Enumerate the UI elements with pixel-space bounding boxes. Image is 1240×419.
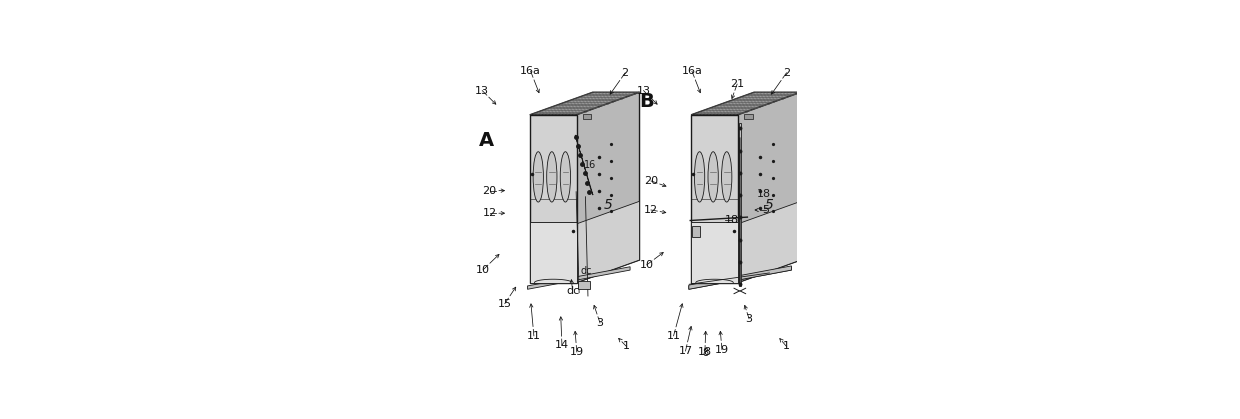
Polygon shape [738,92,801,282]
Text: 16a: 16a [682,66,702,76]
Polygon shape [688,266,791,289]
Text: 18: 18 [756,189,771,199]
Ellipse shape [722,152,732,202]
Polygon shape [577,92,640,282]
Text: dc: dc [565,286,579,296]
Text: 16a: 16a [521,66,541,76]
Text: 5: 5 [763,205,770,215]
Ellipse shape [533,152,543,202]
Polygon shape [744,114,753,119]
Polygon shape [577,201,640,282]
Text: 12: 12 [644,205,658,215]
Text: 21: 21 [730,79,744,89]
Polygon shape [738,201,801,282]
Text: 12: 12 [482,208,497,218]
Text: 1: 1 [782,341,790,352]
Text: 19: 19 [715,345,729,354]
Polygon shape [575,135,593,195]
Text: 20: 20 [482,186,497,196]
Text: 5: 5 [604,198,613,212]
Ellipse shape [547,152,557,202]
Polygon shape [691,115,738,282]
Ellipse shape [694,152,704,202]
Text: 16: 16 [584,160,596,170]
Polygon shape [691,222,738,282]
Text: 2: 2 [621,68,629,78]
Text: 8: 8 [703,348,709,358]
Text: 14: 14 [554,341,569,350]
Ellipse shape [708,152,718,202]
Text: 19: 19 [569,347,584,357]
Text: 13: 13 [475,85,490,96]
Polygon shape [692,225,699,237]
Polygon shape [688,267,791,289]
Text: 11: 11 [527,331,541,341]
Polygon shape [739,123,740,286]
Ellipse shape [560,152,570,202]
Text: 1: 1 [622,341,630,352]
Polygon shape [583,114,591,119]
Text: 13: 13 [636,85,651,96]
Text: 17: 17 [678,346,693,356]
Polygon shape [529,115,577,282]
Polygon shape [691,92,801,115]
Text: 18: 18 [698,347,712,357]
Text: 3: 3 [745,314,753,324]
Polygon shape [578,281,590,289]
Text: dc: dc [580,266,591,276]
Polygon shape [529,92,640,115]
Text: 10: 10 [476,265,490,275]
Text: A: A [479,131,494,150]
Text: 11: 11 [667,331,681,341]
Polygon shape [527,267,630,289]
Text: B: B [640,93,655,111]
Text: 10: 10 [640,260,653,270]
Text: 15: 15 [497,299,512,308]
Text: 5: 5 [765,198,774,212]
Text: 18: 18 [724,215,739,225]
Polygon shape [529,222,577,282]
Text: 20: 20 [644,176,658,186]
Text: 3: 3 [596,318,604,328]
Text: 2: 2 [782,68,790,78]
